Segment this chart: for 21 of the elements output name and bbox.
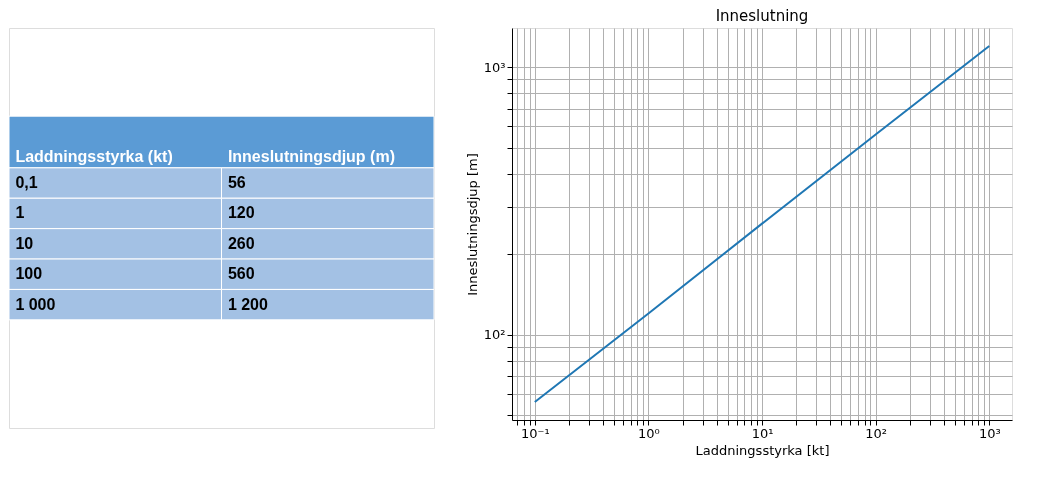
x-axis-title: Laddningsstyrka [kt] xyxy=(695,442,830,458)
category-label: 100 xyxy=(15,265,43,283)
x-tick-label: 10³ xyxy=(978,425,1001,441)
text: Inneslutningsdjup (m) xyxy=(227,148,395,166)
text: 120 xyxy=(227,204,255,222)
x-tick-label: 10⁰ xyxy=(638,425,660,441)
text: Laddningsstyrka (kt) xyxy=(15,148,173,166)
x-tick-label: 10⁻¹ xyxy=(520,425,550,441)
category-label: 0,1 xyxy=(15,174,38,192)
x-tick-label: 10² xyxy=(865,425,888,441)
chart-title: Inneslutning xyxy=(715,7,809,25)
text: 560 xyxy=(227,265,255,283)
line-series xyxy=(533,44,991,404)
x-tick-label: 10¹ xyxy=(751,425,774,441)
category-label: 1 000 xyxy=(15,295,56,313)
text: 56 xyxy=(227,174,246,192)
category-label: 1 xyxy=(15,204,25,222)
y-axis-title: Inneslutningsdjup [m] xyxy=(464,153,480,296)
category-label: 10 xyxy=(15,234,34,252)
text: 260 xyxy=(227,234,255,252)
text: 1 200 xyxy=(227,295,268,313)
